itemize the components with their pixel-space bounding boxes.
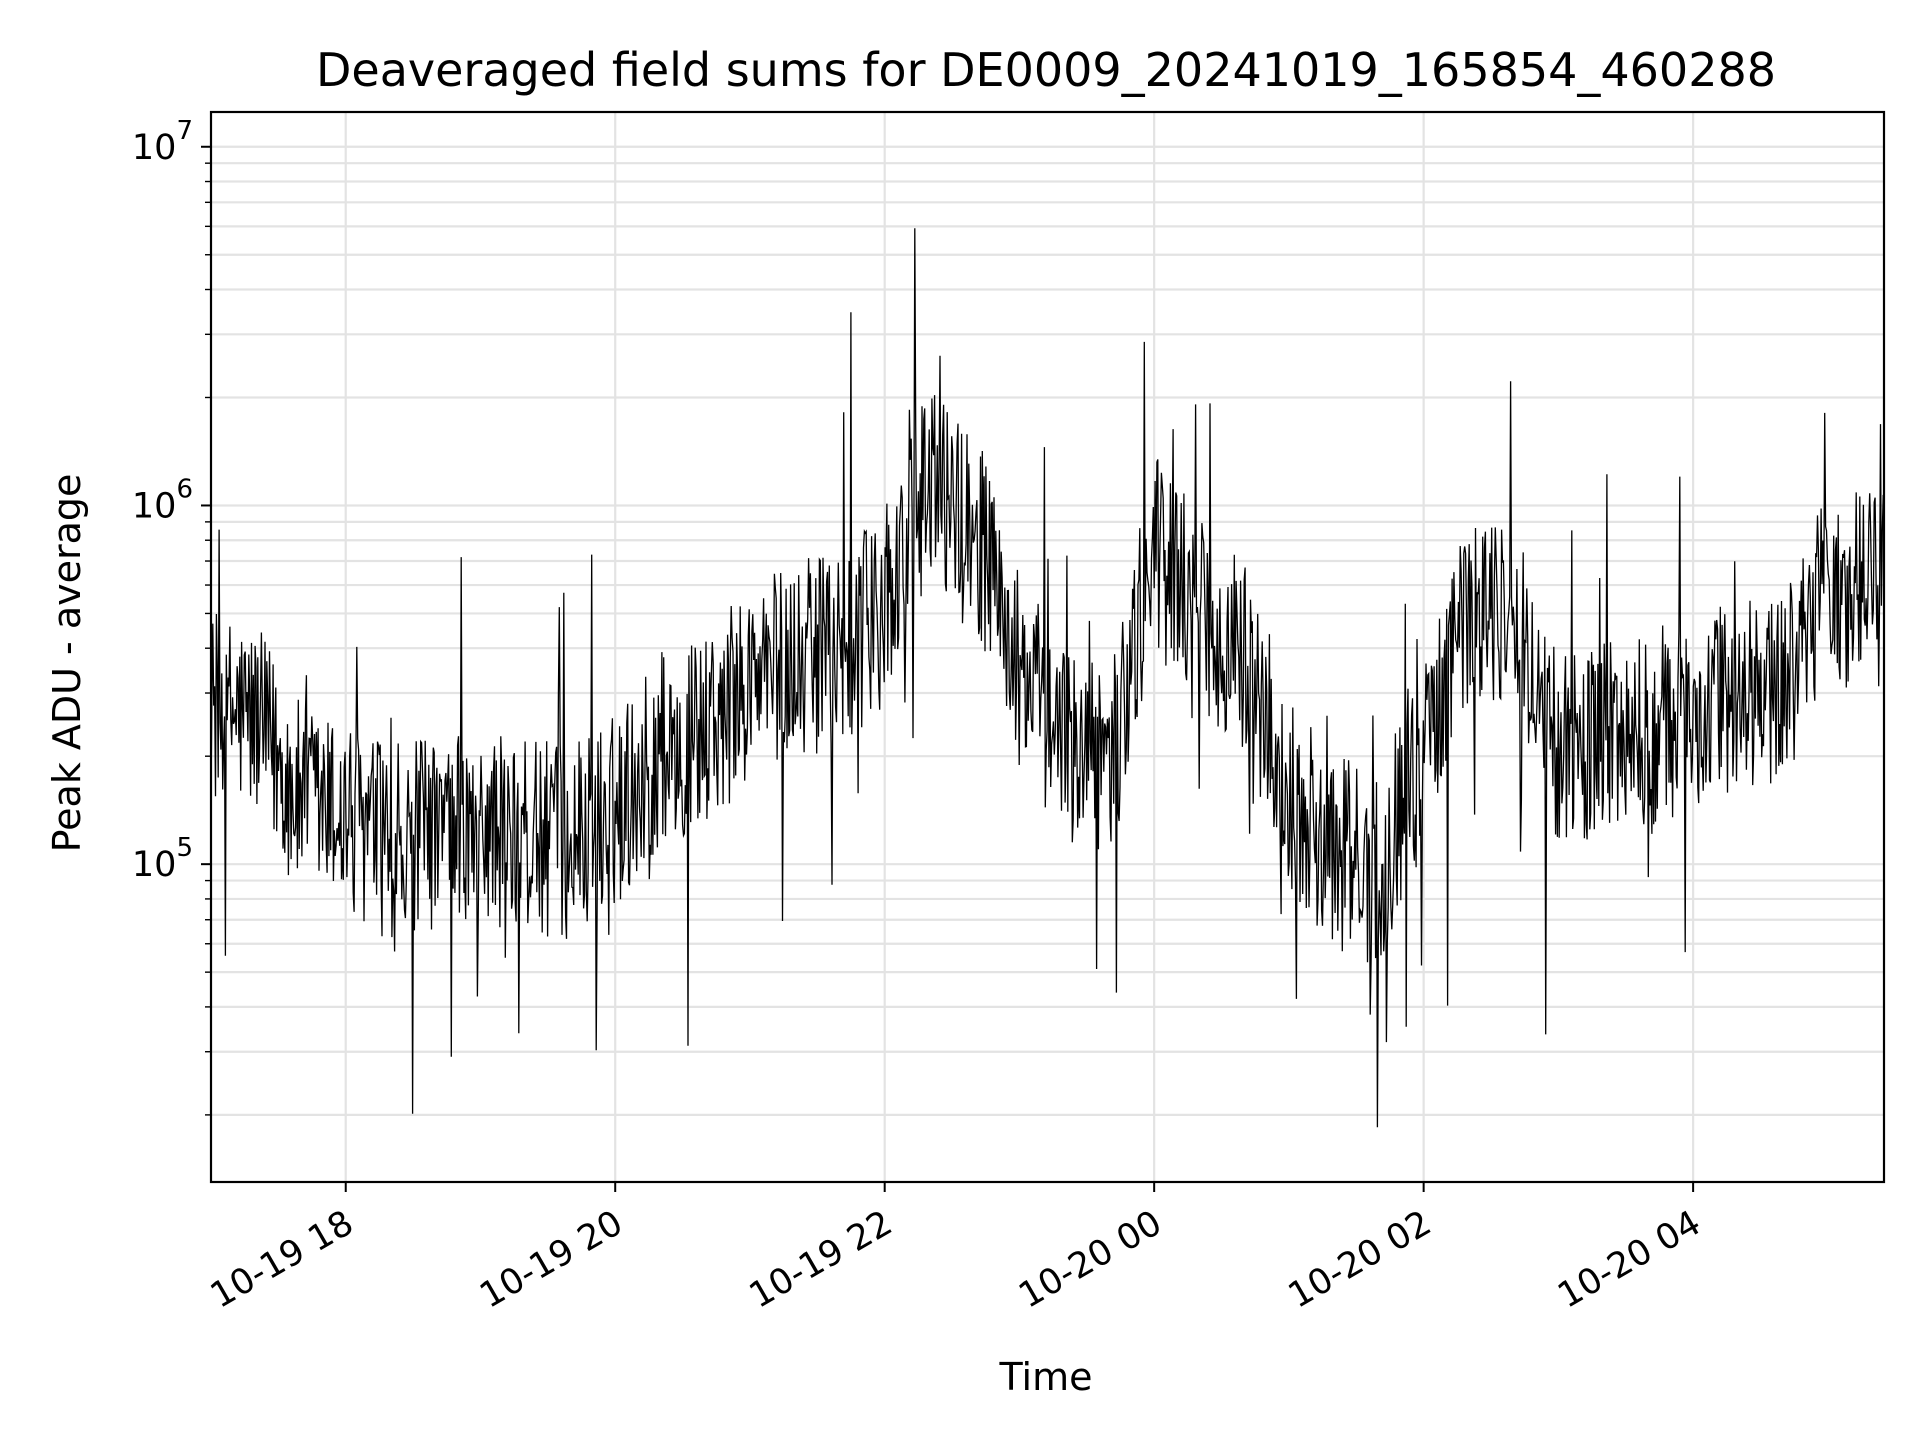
x-tick-label: 10-19 20 [473,1203,629,1316]
x-tick-label: 10-20 04 [1551,1203,1707,1316]
series-group [210,228,1884,1128]
y-tick-label: 106 [132,474,193,526]
x-tick-label: 10-19 22 [743,1203,899,1316]
x-axis-label: Time [999,1355,1093,1399]
x-tick-label: 10-20 00 [1012,1203,1168,1316]
series-line [210,228,1884,1128]
x-tick-label: 10-20 02 [1282,1203,1438,1316]
x-axis: 10-19 18 10-19 20 10-19 22 10-20 00 10-20 02… [204,1182,1708,1316]
y-tick-label: 105 [132,833,193,885]
y-axis-label: Peak ADU - average [45,474,89,853]
y-axis: 105 106 107 [132,116,211,1116]
plot-frame [209,110,1886,1184]
chart-title: Deaveraged field sums for DE0009_2024101… [316,43,1776,97]
x-tick-label: 10-19 18 [204,1203,360,1316]
y-tick-label: 107 [132,116,193,168]
